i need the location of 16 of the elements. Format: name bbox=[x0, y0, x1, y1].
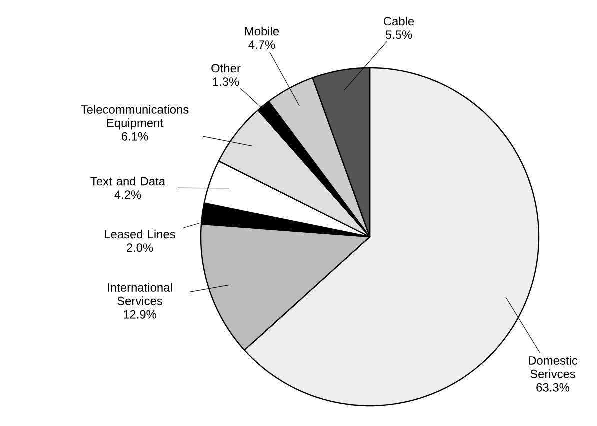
data-label: 4.7% bbox=[248, 40, 276, 50]
slice-label: Telecommunications Equipment bbox=[81, 105, 189, 130]
slice-label: Cable bbox=[384, 16, 414, 26]
data-label: 12.9% bbox=[124, 310, 157, 319]
slice-label: Mobile bbox=[245, 26, 280, 36]
data-label: 6.1% bbox=[122, 132, 148, 141]
data-label: 63.3% bbox=[536, 383, 570, 392]
slice-label: Other bbox=[212, 64, 241, 73]
slice-label: Leased Lines bbox=[105, 230, 176, 239]
slice-label: Domestic Serivces bbox=[529, 356, 578, 378]
data-label: 2.0% bbox=[126, 244, 154, 252]
data-label: 1.3% bbox=[213, 78, 240, 86]
data-label: 4.2% bbox=[114, 190, 142, 200]
slice-label: Text and Data bbox=[90, 176, 166, 186]
legend-label: International Services bbox=[108, 283, 172, 306]
data-label: 5.5% bbox=[386, 30, 412, 40]
